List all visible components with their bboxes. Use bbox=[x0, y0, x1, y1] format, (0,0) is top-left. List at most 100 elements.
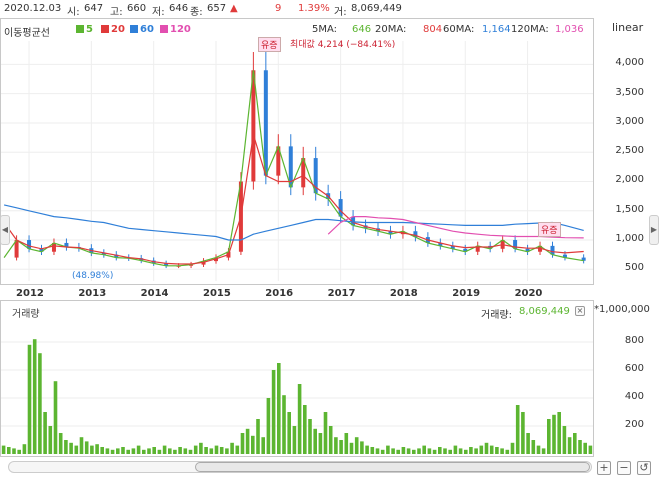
volume-bar bbox=[484, 442, 489, 454]
info-close-label: 종: bbox=[190, 7, 203, 18]
info-volume: 8,069,449 bbox=[351, 3, 402, 14]
info-change: 9 bbox=[275, 3, 282, 14]
volume-bar bbox=[214, 445, 219, 454]
reset-button[interactable]: ↺ bbox=[637, 461, 651, 475]
candle-body bbox=[525, 248, 530, 252]
candle-body bbox=[351, 216, 356, 226]
zoom-out-button[interactable]: − bbox=[617, 461, 631, 475]
price-tick-label: 500 bbox=[624, 262, 644, 274]
volume-bar bbox=[344, 433, 349, 454]
volume-bar bbox=[22, 444, 27, 454]
candle-body bbox=[51, 242, 56, 252]
x-tick-label: 2014 bbox=[140, 288, 169, 299]
ma-legend: 이동평균선 5 20 60 120 5MA: 646 20MA: 804 60M… bbox=[0, 22, 600, 39]
price-tick-label: 3,500 bbox=[615, 86, 644, 98]
price-tick-label: 2,500 bbox=[615, 145, 644, 157]
volume-bar bbox=[557, 412, 561, 454]
volume-bar bbox=[297, 384, 302, 454]
volume-bar bbox=[464, 449, 468, 454]
zoom-in-button[interactable]: + bbox=[597, 461, 611, 475]
volume-bar bbox=[162, 445, 167, 454]
volume-bar bbox=[432, 449, 437, 454]
volume-bar bbox=[90, 445, 94, 454]
volume-bar bbox=[136, 445, 141, 454]
close-volume-icon[interactable]: × bbox=[575, 306, 585, 316]
volume-bar bbox=[370, 447, 375, 454]
volume-bar bbox=[453, 445, 458, 454]
info-low-label: 저: bbox=[152, 7, 165, 18]
x-tick-label: 2015 bbox=[202, 288, 231, 299]
volume-bar bbox=[287, 412, 291, 454]
volume-bar bbox=[173, 449, 177, 454]
volume-bar bbox=[552, 414, 556, 454]
price-tick-label: 1,000 bbox=[615, 233, 644, 245]
candle-body bbox=[114, 254, 119, 258]
volume-bar bbox=[391, 448, 395, 454]
ma-legend-60: 60 bbox=[130, 24, 154, 35]
volume-bar bbox=[1, 445, 6, 454]
volume-bar bbox=[422, 445, 426, 454]
info-open: 647 bbox=[84, 3, 104, 14]
volume-bar bbox=[562, 426, 567, 454]
volume-bar bbox=[261, 437, 265, 454]
candle-body bbox=[581, 257, 586, 261]
volume-bar bbox=[7, 447, 11, 454]
volume-chart bbox=[1, 339, 593, 454]
volume-bar bbox=[536, 445, 541, 454]
volume-bar bbox=[188, 449, 193, 454]
x-tick-label: 2018 bbox=[389, 288, 418, 299]
volume-bar bbox=[541, 448, 546, 454]
candle-body bbox=[313, 158, 318, 194]
volume-tick-label: 800 bbox=[624, 335, 644, 346]
volume-bar bbox=[318, 433, 323, 454]
scroll-thumb[interactable] bbox=[195, 462, 590, 472]
ma60-swatch bbox=[130, 25, 138, 33]
volume-bar bbox=[313, 428, 317, 454]
volume-bar bbox=[110, 449, 115, 454]
volume-chart-panel[interactable] bbox=[0, 300, 594, 457]
ma60-value: 1,164 bbox=[482, 24, 511, 35]
volume-bar bbox=[427, 448, 432, 454]
scroll-right-arrow-icon[interactable]: ▶ bbox=[649, 215, 659, 245]
scroll-left-arrow-icon[interactable]: ◀ bbox=[0, 215, 10, 245]
info-date: 2020.12.03 bbox=[4, 3, 62, 14]
volume-bar bbox=[116, 448, 120, 454]
price-tick-label: 1,500 bbox=[615, 203, 644, 215]
info-open-label: 시: bbox=[67, 7, 80, 18]
volume-bar bbox=[412, 449, 416, 454]
volume-bar bbox=[126, 449, 130, 454]
candle-body bbox=[413, 231, 418, 238]
volume-bar bbox=[479, 445, 484, 454]
volume-bar bbox=[95, 444, 99, 454]
volume-bar bbox=[64, 440, 68, 454]
volume-bar bbox=[567, 437, 572, 454]
volume-bar bbox=[323, 412, 328, 454]
volume-bar bbox=[219, 447, 224, 454]
ma60-label: 60MA: bbox=[443, 24, 475, 35]
volume-bar bbox=[277, 363, 281, 454]
volume-tick-label: 200 bbox=[624, 419, 644, 430]
candle-body bbox=[450, 245, 455, 249]
volume-bar bbox=[168, 448, 172, 454]
volume-bar bbox=[469, 447, 473, 454]
volume-bar bbox=[32, 339, 37, 454]
ma5-swatch bbox=[76, 25, 84, 33]
volume-bar bbox=[245, 428, 250, 454]
volume-bar bbox=[235, 445, 240, 454]
volume-bar bbox=[360, 441, 364, 454]
volume-bar bbox=[365, 445, 369, 454]
volume-bar bbox=[79, 437, 84, 454]
rights-issue-tag-2: 유증 bbox=[538, 222, 561, 237]
candle-body bbox=[463, 248, 468, 252]
price-chart-panel[interactable] bbox=[0, 18, 594, 285]
scale-label[interactable]: linear bbox=[612, 21, 644, 34]
volume-bar bbox=[266, 398, 271, 454]
volume-bar bbox=[69, 442, 73, 454]
volume-bar bbox=[406, 448, 411, 454]
info-close: 657 bbox=[207, 3, 227, 14]
volume-bar bbox=[578, 440, 582, 454]
ma-title: 이동평균선 bbox=[4, 28, 50, 39]
volume-bar bbox=[157, 449, 162, 454]
candle-body bbox=[288, 146, 293, 188]
volume-bar bbox=[354, 437, 359, 454]
